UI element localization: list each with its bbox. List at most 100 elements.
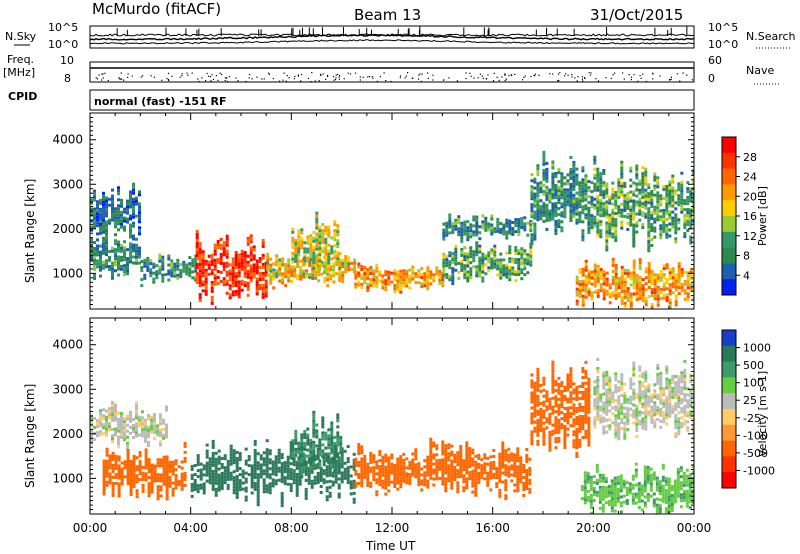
power-cell: [266, 264, 270, 268]
velocity-cell: [123, 423, 126, 427]
power-cell: [303, 259, 307, 263]
nave-dot: [167, 72, 170, 74]
power-cell: [249, 273, 253, 277]
velocity-cell: [316, 463, 320, 466]
velocity-cell: [533, 420, 537, 424]
velocity-cell: [324, 434, 328, 438]
power-cell: [161, 276, 165, 280]
velocity-cell: [393, 479, 397, 482]
velocity-cell: [108, 416, 111, 420]
velocity-cell: [268, 485, 272, 489]
nave-dot: [286, 75, 288, 77]
power-cell: [219, 246, 223, 250]
power-cell: [590, 199, 594, 203]
velocity-cell: [331, 480, 335, 484]
nave-dot: [493, 72, 495, 74]
power-cell: [234, 290, 238, 293]
velocity-cell: [420, 488, 424, 492]
power-cell: [161, 267, 165, 271]
power-cell: [626, 293, 630, 297]
nave-dot: [368, 76, 371, 78]
power-cell: [132, 237, 135, 241]
power-cell: [692, 282, 694, 285]
velocity-cell: [159, 488, 163, 492]
velocity-cell: [123, 435, 126, 439]
power-cell: [384, 285, 388, 289]
power-cell: [126, 220, 129, 224]
power-cell: [656, 288, 660, 292]
velocity-cell: [465, 462, 469, 466]
power-cell: [653, 217, 657, 221]
power-cell: [240, 258, 244, 262]
velocity-cell: [138, 472, 142, 476]
power-cell: [623, 209, 627, 212]
velocity-cell: [510, 473, 514, 477]
power-cell: [593, 224, 597, 228]
velocity-cell: [162, 473, 166, 477]
velocity-cell: [256, 452, 260, 456]
velocity-cell: [132, 484, 136, 488]
power-cell: [327, 243, 331, 247]
velocity-cell: [483, 471, 487, 475]
power-cell: [111, 209, 114, 213]
power-cell: [533, 201, 537, 205]
velocity-cell: [366, 483, 370, 487]
power-cell: [306, 247, 310, 251]
power-cell: [572, 199, 576, 203]
power-cell: [557, 207, 561, 211]
velocity-cell: [444, 450, 448, 454]
power-cell: [641, 205, 645, 209]
power-cell: [596, 185, 600, 189]
velocity-cell: [298, 464, 302, 468]
power-cell: [632, 244, 636, 248]
velocity-cell: [399, 479, 403, 483]
velocity-cell: [223, 475, 227, 479]
velocity-cell: [510, 464, 514, 468]
velocity-cell: [504, 479, 508, 483]
velocity-cell: [325, 474, 329, 478]
velocity-cell: [554, 431, 558, 435]
velocity-cell: [144, 436, 147, 440]
power-cell: [608, 292, 612, 296]
power-cell: [493, 262, 497, 266]
power-cell: [490, 232, 494, 236]
power-cell: [225, 273, 229, 277]
velocity-cell: [387, 456, 391, 460]
velocity-cell: [536, 370, 540, 374]
velocity-cell: [352, 452, 356, 456]
power-cell: [390, 271, 394, 275]
power-cell: [620, 295, 624, 299]
nave-dot: [549, 73, 551, 75]
velocity-cell: [366, 477, 370, 481]
velocity-cell: [327, 428, 331, 432]
velocity-cell: [150, 469, 154, 473]
power-cell: [617, 178, 621, 182]
power-cell: [641, 290, 645, 294]
power-cell: [357, 280, 361, 284]
power-cell: [647, 265, 651, 268]
velocity-cell: [180, 472, 184, 476]
power-cell: [587, 290, 591, 294]
power-cell: [677, 265, 681, 268]
freq-label: Freq.: [7, 53, 34, 66]
power-cell: [653, 193, 657, 197]
velocity-cell: [340, 471, 344, 475]
velocity-cell: [226, 483, 230, 487]
power-cell: [129, 245, 132, 249]
velocity-cell: [522, 476, 526, 479]
velocity-cell: [147, 485, 151, 489]
power-cell: [460, 227, 464, 231]
velocity-cell: [117, 426, 120, 430]
power-cell: [689, 217, 693, 221]
power-cell: [656, 276, 660, 280]
velocity-cell: [102, 492, 106, 496]
velocity-cell: [280, 477, 284, 481]
nave-dot: [140, 76, 142, 78]
nave-dot: [669, 78, 671, 80]
power-cell: [315, 211, 319, 215]
velocity-cell: [159, 443, 162, 447]
power-cell: [605, 224, 609, 228]
power-cell: [219, 237, 223, 241]
power-cell: [417, 281, 421, 285]
velocity-cell: [232, 470, 236, 474]
